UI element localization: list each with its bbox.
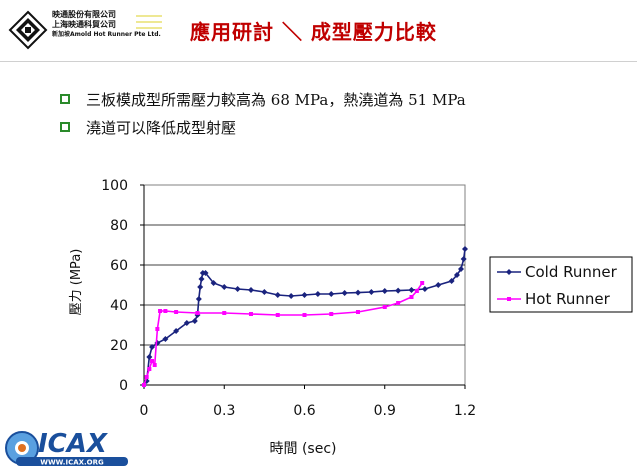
company-names: 映通股份有限公司 上海映通科貿公司 新加坡Amold Hot Runner Pt… [52,10,161,40]
data-point [195,311,200,315]
data-point [210,280,217,286]
data-point [149,344,156,350]
data-point [395,287,402,294]
data-point [162,336,169,342]
bullet-item: 澆道可以降低成型射壓 [60,113,466,141]
data-point [222,311,227,315]
x-tick-label: 0.9 [374,403,396,419]
y-tick-label: 20 [110,338,128,354]
y-tick-label: 60 [110,258,128,274]
checkbox-bullet-icon [60,122,70,132]
data-point [195,296,202,302]
data-point [421,286,428,292]
icax-logo: ICAX WWW.ICAX.ORG [5,429,128,467]
header-divider [0,61,637,62]
legend-label: Hot Runner [525,290,611,308]
slide-header: 映通股份有限公司 上海映通科貿公司 新加坡Amold Hot Runner Pt… [0,0,637,62]
company-line-3: 新加坡Amold Hot Runner Pte Ltd. [52,31,161,38]
data-point [248,287,254,293]
data-point [396,301,401,305]
plot-frame [143,184,466,386]
data-point [155,327,160,331]
chart-legend: Cold Runner Hot Runner [489,256,633,313]
data-point [355,289,361,296]
data-point [261,289,268,295]
data-point [302,313,307,317]
data-point [202,270,209,276]
data-point [288,293,295,299]
slide-title: 應用研討 ＼ 成型壓力比較 [190,20,437,44]
data-point [414,289,419,293]
data-point [249,312,253,316]
company-logo-icon [8,10,48,50]
data-point [460,256,467,262]
data-point [198,276,205,282]
logo-text: ICAX [38,429,109,459]
data-point [197,284,204,290]
data-point [457,266,464,272]
logo-url: WWW.ICAX.ORG [40,459,104,467]
data-point [150,359,155,363]
x-tick-label: 0.3 [213,403,235,419]
data-point [329,312,334,316]
data-point [191,318,198,324]
y-tick-label: 0 [119,378,128,394]
data-point [409,295,414,299]
data-point [382,305,387,309]
data-point [448,278,455,284]
bullet-text: 三板模成型所需壓力較高為 68 MPa，熱澆道為 51 MPa [86,90,466,109]
data-point [356,310,360,314]
data-point [234,286,241,292]
y-tick-label: 40 [110,298,128,314]
legend-marker [507,297,511,301]
data-point [142,383,146,387]
data-point [301,292,308,298]
data-point [174,310,179,314]
data-point [183,320,190,326]
logo-banner [16,457,128,466]
company-line-2: 上海映通科貿公司 [52,20,116,29]
x-tick-label: 0.6 [293,403,315,419]
data-point [158,309,163,313]
data-point [274,292,281,298]
x-axis-label: 時間 (sec) [270,441,337,457]
data-point [381,288,388,294]
data-point [453,272,460,278]
data-point [146,354,153,360]
data-point [341,290,348,296]
legend-marker [506,269,512,275]
data-point [147,367,152,371]
checkbox-bullet-icon [60,94,70,104]
legend-frame [489,256,633,313]
legend-label: Cold Runner [525,263,618,281]
pressure-chart: 0 20 40 60 80 100 0 0.3 0.6 0.9 1.2 壓力 (MPa) 時間 (s… [69,178,633,457]
bullet-item: 三板模成型所需壓力較高為 68 MPa，熱澆道為 51 MPa [60,85,466,113]
bullet-text: 澆道可以降低成型射壓 [86,118,237,137]
data-point [163,309,168,313]
data-point [462,246,468,252]
data-point [314,291,321,297]
data-point [275,313,280,317]
y-axis-label: 壓力 (MPa) [69,249,84,316]
data-point [144,375,149,379]
data-point [173,328,180,334]
data-point [435,282,442,288]
y-tick-label: 80 [110,218,128,234]
data-point [408,287,415,293]
data-point [420,281,425,285]
data-point [368,289,375,295]
data-point [221,284,228,290]
data-point [152,363,157,367]
company-line-1: 映通股份有限公司 [52,10,116,19]
bullet-list: 三板模成型所需壓力較高為 68 MPa，熱澆道為 51 MPa 澆道可以降低成型… [60,85,466,141]
y-tick-label: 100 [101,178,128,194]
plot-area: 0 20 40 60 80 100 0 0.3 0.6 0.9 1.2 [101,178,476,419]
x-tick-label: 1.2 [454,403,476,419]
data-point [328,291,335,297]
decorative-lines-icon [136,15,162,29]
x-tick-label: 0 [140,403,149,419]
